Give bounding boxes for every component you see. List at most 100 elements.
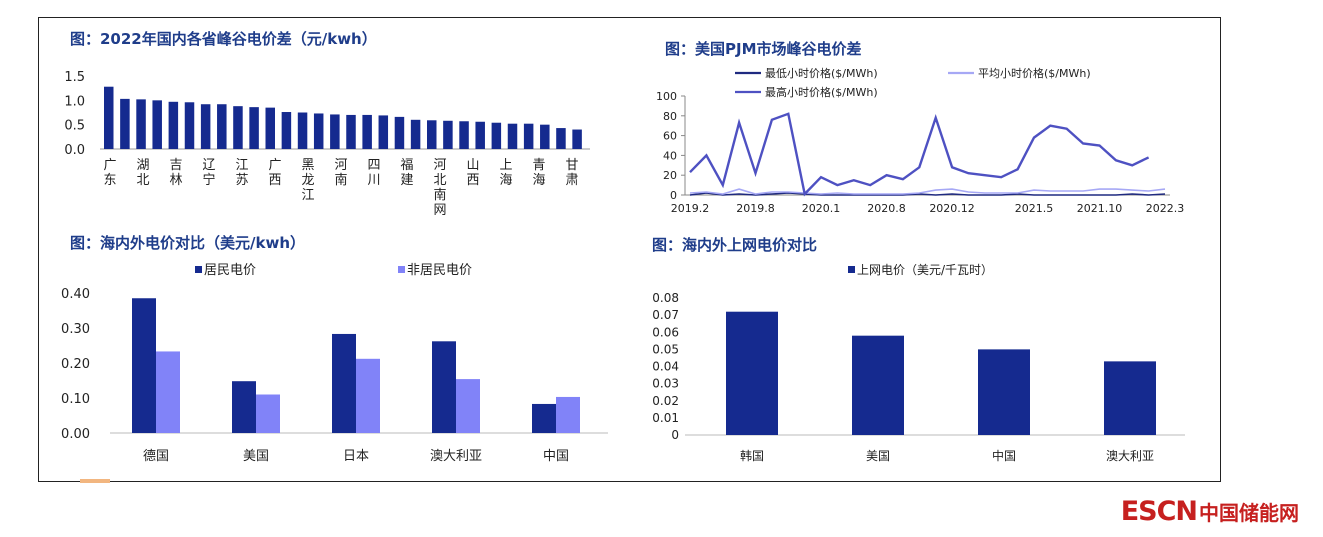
- x-tick-char: 肃: [565, 173, 578, 188]
- x-tick-label: 澳大利亚: [1106, 449, 1154, 463]
- x-tick-char: 广: [103, 158, 116, 173]
- bar-nonresidential: [256, 394, 280, 433]
- bar: [217, 104, 227, 149]
- chart3-title: 图：海内外电价对比（美元/kwh）: [70, 234, 305, 252]
- x-tick-char: 江: [301, 188, 314, 203]
- series-line-0: [689, 192, 1166, 196]
- y-tick-label: 0.40: [61, 287, 90, 302]
- legend-label: 居民电价: [204, 263, 256, 278]
- bar: [491, 122, 502, 149]
- y-tick-label: 0.03: [652, 377, 679, 391]
- chart-province-spread: 0.00.51.01.5广东湖北吉林辽宁江苏广西黑龙江河南四川福建河北南网山西上…: [64, 70, 590, 218]
- x-tick-label: 中国: [992, 448, 1016, 463]
- bar: [378, 115, 389, 149]
- legend-label: 最高小时价格($/MWh): [765, 85, 878, 99]
- y-tick-label: 0.05: [652, 342, 679, 356]
- x-tick-label: 日本: [343, 449, 369, 464]
- x-tick-char: 湖: [136, 158, 149, 173]
- x-tick-label: 美国: [866, 449, 890, 463]
- bar: [410, 119, 421, 149]
- x-tick-char: 广: [268, 158, 281, 173]
- bar: [233, 106, 243, 149]
- chart-pjm-spread: 0 20 40 60 80 100 2019.2 2019.8 2020.1 2020.8 2020…: [656, 66, 1185, 215]
- bar: [313, 113, 324, 149]
- y-tick-label: 1.0: [64, 94, 85, 109]
- x-tick-label: 2020.8: [867, 202, 906, 215]
- series-line-1: [689, 188, 1166, 195]
- bar: [152, 100, 162, 149]
- bar: [184, 102, 195, 149]
- x-tick-label: 2021.10: [1077, 202, 1123, 215]
- x-tick-char: 龙: [301, 173, 314, 188]
- x-tick-label: 2019.8: [736, 202, 775, 215]
- chart2-title: 图：美国PJM市场峰谷电价差: [665, 40, 862, 58]
- x-tick-char: 海: [532, 173, 545, 188]
- x-tick-char: 北: [433, 173, 446, 188]
- bar-feed-in: [852, 335, 904, 435]
- logo-latin: ESCN: [1120, 495, 1198, 527]
- bar-nonresidential: [356, 358, 380, 433]
- bar: [427, 120, 437, 149]
- x-tick-char: 西: [466, 173, 479, 188]
- x-tick-char: 上: [499, 158, 512, 173]
- y-tick-label: 0.01: [652, 411, 679, 425]
- bar-nonresidential: [556, 396, 580, 433]
- x-tick-char: 甘: [565, 158, 578, 173]
- y-tick-label: 0.04: [652, 360, 679, 374]
- x-tick-label: 美国: [243, 449, 269, 464]
- bar-residential: [132, 298, 156, 433]
- x-tick-char: 河: [334, 158, 347, 173]
- y-tick-label: 0.06: [652, 325, 679, 339]
- escn-logo: ESCN 中国储能网: [1121, 494, 1299, 528]
- legend-swatch: [398, 266, 405, 273]
- bar: [394, 116, 405, 149]
- bar-nonresidential: [456, 379, 480, 433]
- bar-residential: [532, 403, 556, 433]
- bar-residential: [432, 341, 456, 433]
- legend-label: 最低小时价格($/MWh): [765, 66, 878, 80]
- y-tick-label: 0.08: [652, 291, 679, 305]
- bar-residential: [232, 381, 256, 433]
- x-tick-char: 海: [499, 173, 512, 188]
- x-tick-char: 山: [466, 158, 479, 173]
- bar-feed-in: [1104, 361, 1156, 435]
- x-tick-char: 黑: [301, 158, 314, 173]
- y-tick-label: 60: [663, 130, 677, 143]
- x-tick-label: 2020.1: [802, 202, 841, 215]
- y-tick-label: 0.5: [64, 119, 85, 134]
- x-tick-char: 辽: [202, 158, 215, 173]
- bar: [168, 101, 179, 149]
- bar: [556, 128, 566, 149]
- bar: [346, 114, 356, 149]
- bar: [249, 107, 259, 149]
- bar-residential: [332, 333, 356, 433]
- y-tick-label: 0.0: [64, 143, 85, 158]
- x-tick-char: 青: [532, 158, 545, 173]
- x-tick-char: 四: [367, 158, 380, 173]
- x-tick-char: 福: [400, 158, 413, 173]
- x-tick-char: 江: [235, 158, 248, 173]
- legend-label: 上网电价（美元/千瓦时）: [857, 263, 993, 277]
- bar: [265, 107, 275, 149]
- chart1-title: 图：2022年国内各省峰谷电价差（元/kwh）: [70, 30, 377, 48]
- bar: [475, 121, 485, 149]
- y-tick-label: 1.5: [64, 70, 85, 85]
- x-tick-label: 2022.3: [1146, 202, 1185, 215]
- chart-retail-price-compare: 0.00 0.10 0.20 0.30 0.40 德国 美国 日本 澳大利亚 中国 居民电价 非居民电…: [61, 263, 608, 464]
- x-tick-char: 林: [169, 173, 182, 188]
- bar-feed-in: [726, 311, 778, 435]
- bar: [523, 123, 534, 149]
- x-tick-char: 川: [367, 173, 380, 188]
- x-tick-char: 东: [103, 173, 116, 188]
- legend-swatch: [848, 266, 855, 273]
- y-tick-label: 0: [671, 428, 679, 442]
- bar: [572, 129, 582, 149]
- bar: [362, 114, 372, 149]
- x-tick-label: 2019.2: [671, 202, 710, 215]
- y-tick-label: 0.30: [61, 322, 90, 337]
- y-tick-label: 0.20: [61, 357, 90, 372]
- y-tick-label: 0: [670, 189, 677, 202]
- y-tick-label: 40: [663, 149, 677, 162]
- x-tick-label: 澳大利亚: [430, 448, 482, 464]
- x-tick-char: 吉: [169, 158, 182, 173]
